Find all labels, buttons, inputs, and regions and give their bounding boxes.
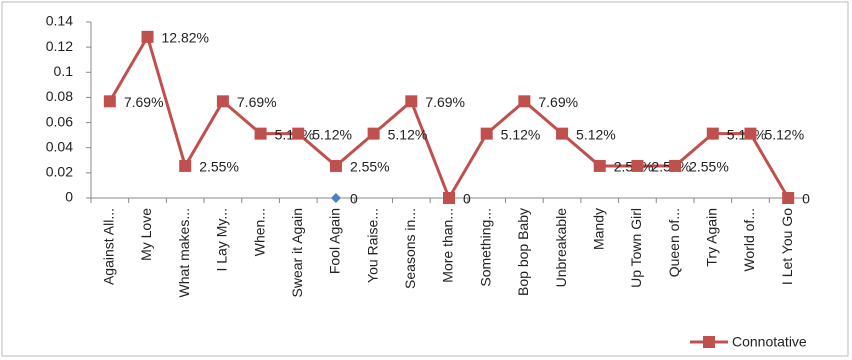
- y-tick-label: 0.08: [46, 88, 73, 104]
- point-marker: [405, 95, 418, 108]
- data-label: 5.12%: [576, 126, 616, 142]
- x-tick-label: I Let You Go: [779, 208, 795, 285]
- data-label: 7.69%: [538, 94, 578, 110]
- point-marker: [141, 30, 154, 43]
- data-label: 0: [463, 191, 471, 207]
- x-tick-label: Bop bop Baby: [515, 208, 531, 296]
- legend-marker: [703, 336, 715, 348]
- point-marker: [443, 192, 455, 204]
- point-marker: [593, 159, 606, 172]
- point-marker: [179, 159, 192, 172]
- point-marker: [631, 159, 644, 172]
- y-tick-label: 0.02: [46, 164, 73, 180]
- x-tick-label: When...: [251, 208, 267, 256]
- point-marker: [669, 159, 682, 172]
- x-tick-label: Seasons in...: [402, 208, 418, 289]
- point-marker: [556, 127, 569, 140]
- data-label: 5.12%: [764, 126, 804, 142]
- y-tick-label: 0.14: [46, 13, 73, 29]
- data-label: 7.69%: [425, 94, 465, 110]
- point-marker: [254, 127, 267, 140]
- data-label: 7.69%: [237, 94, 277, 110]
- point-marker: [292, 127, 305, 140]
- data-label: 2.55%: [199, 159, 239, 175]
- data-label: 5.12%: [312, 126, 352, 142]
- x-tick-label: I Lay My...: [214, 208, 230, 272]
- x-tick-label: Up Town Girl: [628, 208, 644, 288]
- x-tick-label: Swear it Again: [289, 208, 305, 298]
- data-label: 2.55%: [689, 159, 729, 175]
- point-marker: [744, 127, 757, 140]
- x-tick-label: More than...: [440, 208, 456, 283]
- x-tick-label: Queen of...: [666, 208, 682, 277]
- point-marker: [782, 192, 795, 204]
- x-tick-label: Fool Again: [327, 208, 343, 274]
- x-tick-label: What makes...: [176, 208, 192, 297]
- x-tick-label: World of...: [741, 208, 757, 272]
- point-marker: [329, 159, 342, 172]
- x-tick-label: Something...: [477, 208, 493, 287]
- data-label: 12.82%: [162, 30, 209, 46]
- legend-label: Connotative: [732, 334, 807, 350]
- x-tick-label: Try Again: [703, 208, 719, 267]
- point-marker: [330, 193, 341, 203]
- point-marker: [706, 127, 719, 140]
- point-marker: [103, 95, 116, 108]
- x-tick-label: Unbreakable: [553, 208, 569, 288]
- y-tick-label: 0.06: [46, 113, 73, 129]
- y-tick-label: 0: [65, 189, 73, 205]
- x-tick-label: You Raise...: [364, 208, 380, 283]
- point-marker: [367, 127, 380, 140]
- point-marker: [518, 95, 531, 108]
- data-label: 7.69%: [124, 94, 164, 110]
- data-label: 5.12%: [388, 126, 428, 142]
- point-marker: [216, 95, 229, 108]
- data-label: 5.12%: [501, 126, 541, 142]
- data-label: 0: [350, 191, 358, 207]
- x-tick-label: Against All...: [101, 208, 117, 285]
- y-tick-label: 0.1: [54, 63, 74, 79]
- point-marker: [480, 127, 493, 140]
- y-tick-label: 0.12: [46, 38, 73, 54]
- x-tick-label: My Love: [138, 208, 154, 261]
- data-label: 2.55%: [350, 159, 390, 175]
- data-label: 0: [802, 191, 810, 207]
- x-tick-label: Mandy: [590, 208, 606, 250]
- y-tick-label: 0.04: [46, 138, 73, 154]
